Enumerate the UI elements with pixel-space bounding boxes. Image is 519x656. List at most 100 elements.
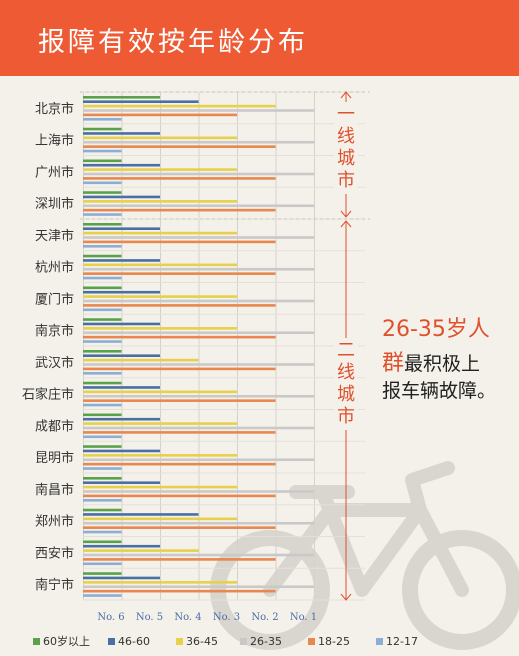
bar-18-25-上海市 <box>83 145 276 148</box>
bar-60岁以上-北京市 <box>83 96 160 99</box>
bar-18-25-西安市 <box>83 558 276 561</box>
city-label: 南昌市 <box>35 482 74 498</box>
bar-18-25-成都市 <box>83 431 276 434</box>
bar-36-45-北京市 <box>83 104 276 108</box>
bar-26-35-郑州市 <box>83 521 314 525</box>
bar-18-25-深圳市 <box>83 208 276 212</box>
bar-36-45-上海市 <box>83 136 237 140</box>
callout-line-3: 报车辆故障。 <box>382 380 497 402</box>
callout-accent-text: 群 <box>382 351 405 376</box>
bar-36-45-广州市 <box>83 168 237 171</box>
bar-18-25-南京市 <box>83 335 276 339</box>
bar-36-45-南昌市 <box>83 485 237 489</box>
city-label: 南京市 <box>35 323 74 339</box>
bar-46-60-北京市 <box>83 100 199 103</box>
city-label: 天津市 <box>35 228 74 244</box>
bar-12-17-南京市 <box>83 340 122 343</box>
bar-18-25-杭州市 <box>83 272 276 275</box>
bar-18-25-郑州市 <box>83 526 276 529</box>
bar-12-17-郑州市 <box>83 530 122 534</box>
callout-rest-text: 最积极上 <box>404 353 481 375</box>
bar-36-45-石家庄市 <box>83 390 237 394</box>
city-label: 杭州市 <box>35 260 74 276</box>
bar-26-35-西安市 <box>83 553 314 557</box>
city-label: 厦门市 <box>35 291 74 307</box>
bar-26-35-厦门市 <box>83 299 314 303</box>
bar-60岁以上-昆明市 <box>83 445 122 448</box>
bar-26-35-深圳市 <box>83 204 314 208</box>
bar-36-45-武汉市 <box>83 358 199 362</box>
bar-18-25-南昌市 <box>83 494 276 498</box>
city-label: 昆明市 <box>35 450 74 466</box>
callout-line-2: 群最积极上 <box>382 345 480 377</box>
bar-46-60-南京市 <box>83 322 160 326</box>
bar-26-35-上海市 <box>83 140 314 144</box>
city-label: 广州市 <box>35 164 74 180</box>
legend-swatch <box>308 638 315 645</box>
bar-46-60-武汉市 <box>83 354 160 357</box>
city-label: 成都市 <box>35 418 74 434</box>
bar-12-17-南昌市 <box>83 499 122 502</box>
bar-36-45-厦门市 <box>83 295 237 298</box>
bar-26-35-南宁市 <box>83 585 314 589</box>
x-tick-labels: No. 6 No. 5 No. 4 No. 3 No. 2 No. 1 <box>97 612 317 623</box>
bar-26-35-石家庄市 <box>83 394 314 398</box>
legend-label: 60岁以上 <box>43 634 90 648</box>
legend-swatch <box>240 638 247 645</box>
legend-label: 46-60 <box>118 635 150 648</box>
bar-60岁以上-武汉市 <box>83 350 122 353</box>
x-tick-label: No. 1 <box>290 612 317 623</box>
x-tick-label: No. 5 <box>136 612 163 623</box>
legend-swatch <box>33 638 40 645</box>
bar-60岁以上-上海市 <box>83 127 122 131</box>
bar-12-17-北京市 <box>83 118 122 121</box>
bar-36-45-南宁市 <box>83 581 237 584</box>
bar-18-25-昆明市 <box>83 462 276 466</box>
bar-12-17-厦门市 <box>83 308 122 312</box>
city-label: 武汉市 <box>35 355 74 371</box>
bar-60岁以上-杭州市 <box>83 254 122 258</box>
bar-46-60-昆明市 <box>83 449 160 453</box>
bar-26-35-天津市 <box>83 236 314 239</box>
bar-26-35-昆明市 <box>83 458 314 462</box>
bar-46-60-天津市 <box>83 227 160 230</box>
bar-36-45-天津市 <box>83 231 237 235</box>
bar-36-45-成都市 <box>83 422 237 425</box>
tier2-arrow-top <box>340 220 352 228</box>
bar-36-45-深圳市 <box>83 200 237 203</box>
bar-60岁以上-天津市 <box>83 223 122 226</box>
x-tick-label: No. 4 <box>174 612 201 623</box>
bar-60岁以上-成都市 <box>83 413 122 417</box>
bike-frame <box>263 461 469 597</box>
bar-60岁以上-石家庄市 <box>83 381 122 385</box>
bar-18-25-北京市 <box>83 113 237 117</box>
bar-12-17-武汉市 <box>83 372 122 375</box>
bar-60岁以上-西安市 <box>83 540 122 544</box>
city-labels: 北京市上海市广州市深圳市天津市杭州市厦门市南京市武汉市石家庄市成都市昆明市南昌市… <box>22 101 74 593</box>
bar-18-25-天津市 <box>83 240 276 244</box>
bar-26-35-杭州市 <box>83 267 314 271</box>
bar-46-60-杭州市 <box>83 259 160 262</box>
bar-46-60-南昌市 <box>83 481 160 484</box>
city-label: 西安市 <box>35 545 74 561</box>
bar-60岁以上-南昌市 <box>83 477 122 480</box>
bar-46-60-上海市 <box>83 132 160 135</box>
bar-12-17-成都市 <box>83 435 122 439</box>
x-tick-label: No. 2 <box>251 612 278 623</box>
bar-26-35-武汉市 <box>83 363 314 366</box>
bar-12-17-广州市 <box>83 181 122 185</box>
bar-60岁以上-郑州市 <box>83 508 122 512</box>
bar-46-60-深圳市 <box>83 195 160 199</box>
bar-18-25-石家庄市 <box>83 399 276 402</box>
bar-46-60-郑州市 <box>83 513 199 516</box>
bar-60岁以上-深圳市 <box>83 191 122 194</box>
bar-36-45-南京市 <box>83 327 237 330</box>
bar-26-35-成都市 <box>83 426 314 430</box>
tier2-label-bg <box>334 338 358 430</box>
x-tick-label: No. 3 <box>213 612 240 623</box>
city-label: 郑州市 <box>35 514 74 530</box>
bar-46-60-广州市 <box>83 163 160 167</box>
bar-18-25-厦门市 <box>83 304 276 307</box>
